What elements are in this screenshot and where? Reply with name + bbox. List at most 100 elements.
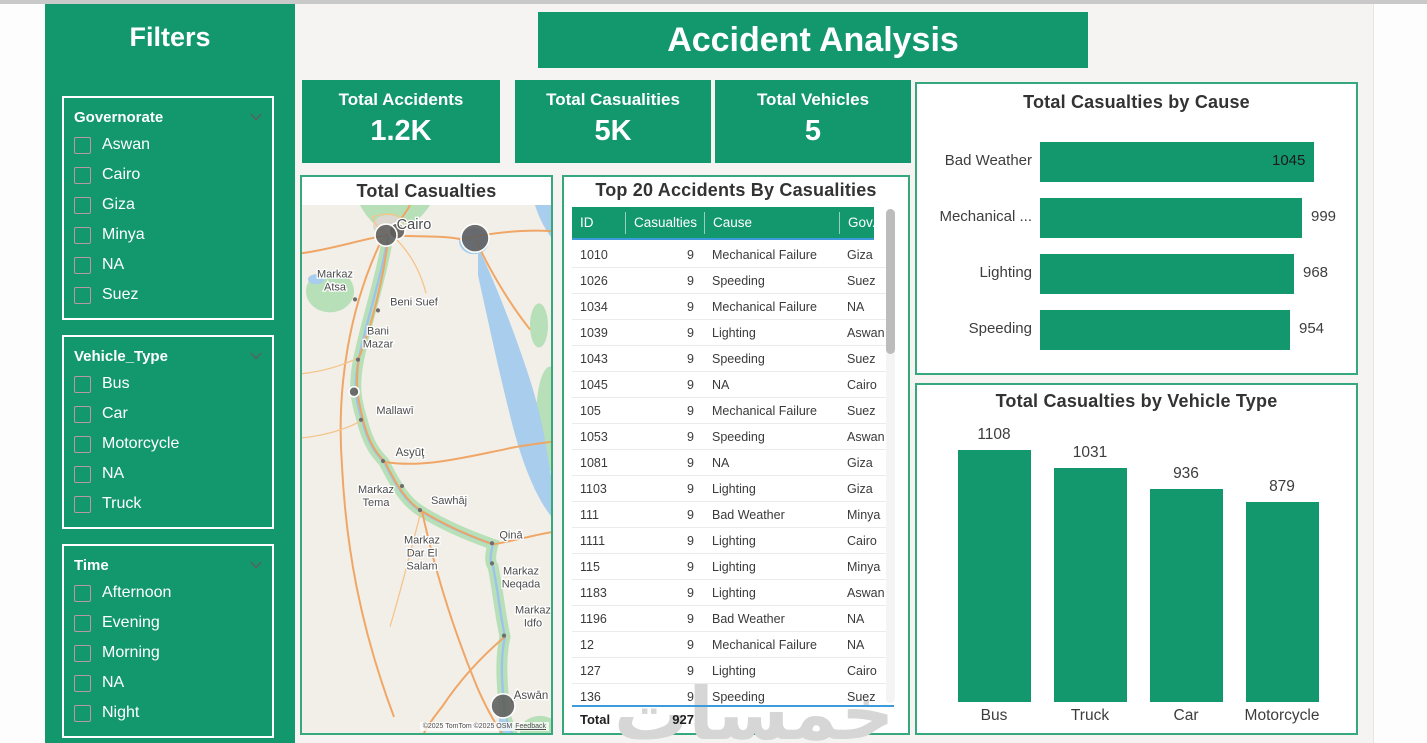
table-cell: Cairo [847, 533, 877, 548]
filter-option-minya[interactable]: Minya [74, 220, 262, 250]
filter-option-night[interactable]: Night [74, 698, 262, 728]
table-cell: Cairo [847, 663, 877, 678]
map-casualty-bubble[interactable] [490, 693, 516, 719]
map-data-bubbles [348, 222, 516, 719]
filter-option-na[interactable]: NA [74, 250, 262, 280]
cause-category-label: Mechanical ... [939, 208, 1032, 225]
checkbox-icon[interactable] [74, 644, 91, 662]
table-cell: 1026 [580, 273, 608, 288]
checkbox-icon[interactable] [74, 435, 91, 453]
map-place-label-mallaw: Mallawī [376, 405, 414, 417]
checkbox-icon[interactable] [74, 256, 91, 274]
filter-option-car[interactable]: Car [74, 399, 262, 429]
filter-option-afternoon[interactable]: Afternoon [74, 578, 262, 608]
filter-option-suez[interactable]: Suez [74, 280, 262, 310]
table-row[interactable]: 105 9 Mechanical Failure Suez [572, 398, 894, 424]
kpi-card-total-accidents: Total Accidents 1.2K [302, 80, 500, 163]
table-row[interactable]: 1034 9 Mechanical Failure NA [572, 294, 894, 320]
checkbox-icon[interactable] [74, 375, 91, 393]
table-row[interactable]: 136 9 Speeding Suez [572, 684, 894, 705]
map-place-label-markaz-tema: Markaz Tema [358, 484, 394, 509]
map-place-label-asy: Asyūţ [396, 447, 426, 459]
filter-option-motorcycle[interactable]: Motorcycle [74, 429, 262, 459]
table-row[interactable]: 1196 9 Bad Weather NA [572, 606, 894, 632]
vehicle-category-label: Car [1173, 707, 1199, 724]
map-place-dot [352, 297, 358, 302]
table-row[interactable]: 1043 9 Speeding Suez [572, 346, 894, 372]
table-cell: 1196 [580, 611, 607, 626]
table-cell: Cairo [847, 377, 877, 392]
map-casualty-bubble[interactable] [374, 223, 398, 247]
filter-option-evening[interactable]: Evening [74, 608, 262, 638]
table-row[interactable]: 1010 9 Mechanical Failure Giza [572, 242, 894, 268]
table-cell: 9 [687, 689, 694, 704]
map-casualty-bubble[interactable] [460, 223, 490, 253]
table-cell: 9 [687, 325, 694, 340]
column-header-id[interactable]: ID [580, 214, 594, 230]
filter-option-na[interactable]: NA [74, 668, 262, 698]
filter-option-na[interactable]: NA [74, 459, 262, 489]
table-row[interactable]: 127 9 Lighting Cairo [572, 658, 894, 684]
checkbox-icon[interactable] [74, 405, 91, 423]
table-cell: 9 [687, 663, 694, 678]
filter-option-truck[interactable]: Truck [74, 489, 262, 519]
map-feedback-link[interactable]: Feedback [515, 723, 546, 730]
checkbox-icon[interactable] [74, 495, 91, 513]
filter-option-cairo[interactable]: Cairo [74, 160, 262, 190]
filter-option-aswan[interactable]: Aswan [74, 130, 262, 160]
filter-option-giza[interactable]: Giza [74, 190, 262, 220]
report-title-banner: Accident Analysis [538, 12, 1088, 68]
table-cell: NA [847, 637, 865, 652]
checkbox-icon[interactable] [74, 166, 91, 184]
table-row[interactable]: 1039 9 Lighting Aswan [572, 320, 894, 346]
table-cell: Speeding [712, 429, 765, 444]
filter-option-morning[interactable]: Morning [74, 638, 262, 668]
table-row[interactable]: 1183 9 Lighting Aswan [572, 580, 894, 606]
chevron-down-icon[interactable] [250, 561, 262, 569]
table-row[interactable]: 1045 9 NA Cairo [572, 372, 894, 398]
checkbox-icon[interactable] [74, 286, 91, 304]
checkbox-icon[interactable] [74, 226, 91, 244]
table-row[interactable]: 12 9 Mechanical Failure NA [572, 632, 894, 658]
chevron-down-icon[interactable] [250, 352, 262, 360]
cause-bar[interactable] [1040, 142, 1314, 182]
checkbox-icon[interactable] [74, 584, 91, 602]
chevron-down-icon[interactable] [250, 113, 262, 121]
checkbox-icon[interactable] [74, 196, 91, 214]
kpi-card-total-casualities: Total Casualities 5K [515, 80, 711, 163]
map-place-label-sawh-j: Sawhāj [431, 495, 467, 507]
column-header-gov[interactable]: Gov. [839, 211, 876, 234]
table-row[interactable]: 1103 9 Lighting Giza [572, 476, 894, 502]
filter-option-bus[interactable]: Bus [74, 369, 262, 399]
table-row[interactable]: 1053 9 Speeding Aswan [572, 424, 894, 450]
table-scrollbar-thumb[interactable] [886, 209, 895, 354]
cause-bar[interactable] [1040, 254, 1294, 294]
checkbox-icon[interactable] [74, 465, 91, 483]
vehicle-bar-bus[interactable] [958, 450, 1031, 702]
cause-bar[interactable] [1040, 198, 1302, 238]
checkbox-icon[interactable] [74, 136, 91, 154]
table-row[interactable]: 1026 9 Speeding Suez [572, 268, 894, 294]
vehicle-bar-truck[interactable] [1054, 468, 1127, 702]
filter-option-label: Cairo [102, 166, 141, 183]
filter-option-label: Evening [102, 614, 160, 631]
table-row[interactable]: 115 9 Lighting Minya [572, 554, 894, 580]
table-cell: 1081 [580, 455, 608, 470]
table-scrollbar-track[interactable] [886, 209, 895, 703]
vehicle-bar-car[interactable] [1150, 489, 1223, 702]
table-row[interactable]: 1111 9 Lighting Cairo [572, 528, 894, 554]
checkbox-icon[interactable] [74, 674, 91, 692]
table-cell: 12 [580, 637, 594, 652]
map-place-dot [358, 417, 364, 422]
table-row[interactable]: 111 9 Bad Weather Minya [572, 502, 894, 528]
column-header-cause[interactable]: Cause [704, 211, 839, 234]
map-casualty-bubble[interactable] [348, 385, 360, 398]
cause-bar[interactable] [1040, 310, 1290, 350]
checkbox-icon[interactable] [74, 704, 91, 722]
table-row[interactable]: 1081 9 NA Giza [572, 450, 894, 476]
vehicle-category-label: Truck [1070, 707, 1110, 724]
vehicle-bar-motorcycle[interactable] [1246, 502, 1319, 702]
checkbox-icon[interactable] [74, 614, 91, 632]
column-header-casualties[interactable]: Casualties [625, 211, 704, 234]
map-canvas[interactable]: Cairo Markaz Atsa Beni Suef Bani Mazar Mallawī… [302, 205, 551, 733]
